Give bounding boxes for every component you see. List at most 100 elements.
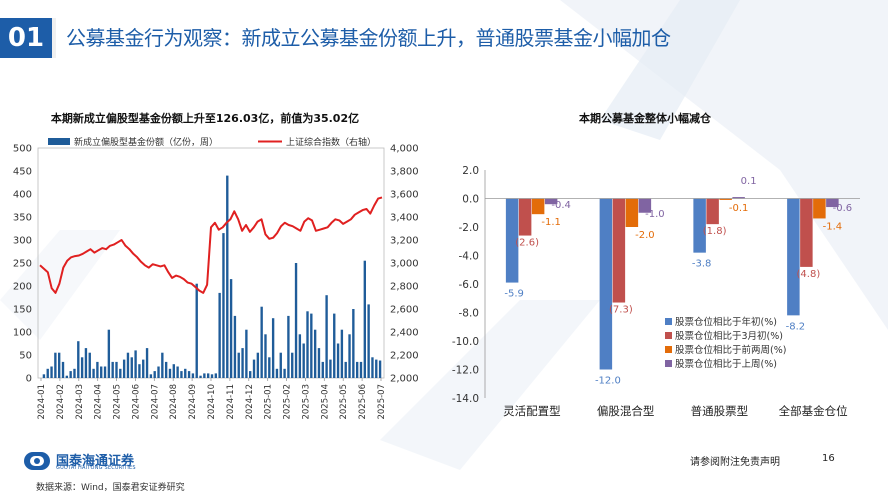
x-axis-tick: 2025-01 xyxy=(264,384,274,420)
position-bar xyxy=(612,198,626,303)
position-bar xyxy=(813,198,826,219)
company-logo-icon xyxy=(24,452,50,470)
fund-share-bar xyxy=(54,352,57,378)
data-label: -1.0 xyxy=(645,209,665,220)
right-axis-tick: 2,200 xyxy=(390,351,419,362)
fund-share-bar xyxy=(325,295,328,378)
fund-share-bar xyxy=(153,371,156,378)
fund-share-bar xyxy=(126,352,130,378)
position-change-chart: 2.0 0.0 -2.0 -4.0 -6.0 -8.0 -10.0 -12.0 -14.0 -5.… xyxy=(452,165,860,418)
data-label: -3.8 xyxy=(692,259,712,270)
y-axis-tick: 0.0 xyxy=(462,194,479,206)
fund-share-bar xyxy=(115,361,118,378)
fund-share-bar xyxy=(310,313,313,378)
fund-share-bar xyxy=(256,352,260,378)
fund-share-bar xyxy=(348,334,351,378)
fund-share-bar xyxy=(363,260,366,378)
fund-share-bar xyxy=(352,309,355,378)
right-chart-title: 本期公募基金整体小幅减仓 xyxy=(579,112,711,125)
fund-share-bar xyxy=(275,368,279,378)
position-bar xyxy=(719,198,732,200)
position-bar xyxy=(599,198,613,370)
data-label: -0.1 xyxy=(729,203,749,214)
fund-share-bar xyxy=(77,341,80,378)
fund-share-bar xyxy=(96,361,99,378)
right-axis-tick: 3,000 xyxy=(390,259,419,270)
left-axis-tick: 50 xyxy=(19,351,32,362)
data-label: (4.8) xyxy=(797,269,821,280)
fund-share-bar xyxy=(218,292,221,378)
x-axis-tick: 2024-08 xyxy=(169,384,179,420)
section-number: 01 xyxy=(0,18,52,58)
left-axis-tick: 300 xyxy=(13,236,32,247)
right-axis-tick: 2,800 xyxy=(390,282,419,293)
x-axis-tick: 2024-01 xyxy=(37,384,47,420)
fund-share-bar xyxy=(268,357,271,378)
legend-swatch xyxy=(665,346,672,353)
fund-share-bar xyxy=(84,348,88,378)
x-axis-tick: 2025-04 xyxy=(320,384,330,420)
legend-line-label: 上证综合指数（右轴） xyxy=(286,136,376,148)
right-axis-tick: 3,800 xyxy=(390,167,419,178)
fund-share-bar xyxy=(161,352,164,378)
page-title: 公募基金行为观察：新成立公募基金份额上升，普通股票基金小幅加仓 xyxy=(66,26,671,50)
legend-swatch xyxy=(665,360,672,367)
left-axis-tick: 250 xyxy=(13,259,32,270)
fund-share-bar xyxy=(50,366,53,378)
legend-bar-label: 新成立偏股型基金份额（亿份，周） xyxy=(74,136,218,148)
position-bar xyxy=(544,198,558,205)
data-label: 0.1 xyxy=(741,176,757,187)
fund-share-bar xyxy=(111,361,114,378)
fund-share-bar xyxy=(340,329,344,378)
fund-share-bar xyxy=(65,375,69,378)
legend-label: 股票仓位相比于3月初(%) xyxy=(675,330,783,342)
fund-share-bar xyxy=(344,361,347,378)
fund-share-bar xyxy=(214,373,218,378)
x-axis-tick: 2024-06 xyxy=(131,384,141,420)
fund-share-bar xyxy=(210,374,214,378)
category-label: 全部基金仓位 xyxy=(779,404,848,418)
x-axis-tick: 2025-06 xyxy=(358,384,368,420)
x-axis-tick: 2025-02 xyxy=(283,384,293,420)
logo-text: 国泰海通证券 xyxy=(56,454,135,469)
fund-share-bar xyxy=(359,361,363,378)
position-bar xyxy=(505,198,519,283)
fund-share-bar xyxy=(61,361,65,378)
position-bar xyxy=(800,198,813,267)
fund-share-bar xyxy=(260,306,263,378)
fund-share-bar xyxy=(283,368,286,378)
fund-share-bar xyxy=(333,313,336,378)
fund-share-bar xyxy=(291,352,294,378)
x-axis-tick: 2025-07 xyxy=(377,384,387,420)
y-axis-tick: 2.0 xyxy=(462,165,479,177)
fund-share-bar xyxy=(375,359,378,378)
fund-share-bar xyxy=(100,366,103,378)
fund-share-bar xyxy=(46,368,49,378)
fund-share-bar xyxy=(195,283,198,378)
x-axis-tick: 2025-03 xyxy=(301,384,311,420)
fund-share-bar xyxy=(233,315,237,378)
left-axis-tick: 0 xyxy=(26,374,32,385)
fund-share-bar xyxy=(80,357,84,378)
fund-share-bar xyxy=(134,350,137,378)
x-axis-tick: 2024-12 xyxy=(245,384,255,420)
position-bar xyxy=(638,198,652,213)
fund-share-bar xyxy=(119,368,122,378)
fund-share-bar xyxy=(378,360,382,378)
data-label: -0.4 xyxy=(551,200,571,211)
x-axis-tick: 2024-03 xyxy=(75,384,85,420)
fund-share-bar xyxy=(306,311,309,378)
right-axis-tick: 2,400 xyxy=(390,328,419,339)
position-bar xyxy=(732,197,745,199)
y-axis-tick: -14.0 xyxy=(452,393,479,405)
fund-share-bar xyxy=(252,359,256,378)
left-axis-tick: 400 xyxy=(13,190,32,201)
fund-share-bar xyxy=(168,368,172,378)
fund-share-bar xyxy=(122,359,126,378)
plot-frame xyxy=(37,147,385,379)
data-label: -12.0 xyxy=(595,376,621,387)
right-axis-tick: 3,200 xyxy=(390,236,419,247)
fund-share-bar xyxy=(226,175,229,378)
fund-share-bar xyxy=(180,371,183,378)
disclaimer-link[interactable]: 请参阅附注免责声明 xyxy=(690,457,780,468)
